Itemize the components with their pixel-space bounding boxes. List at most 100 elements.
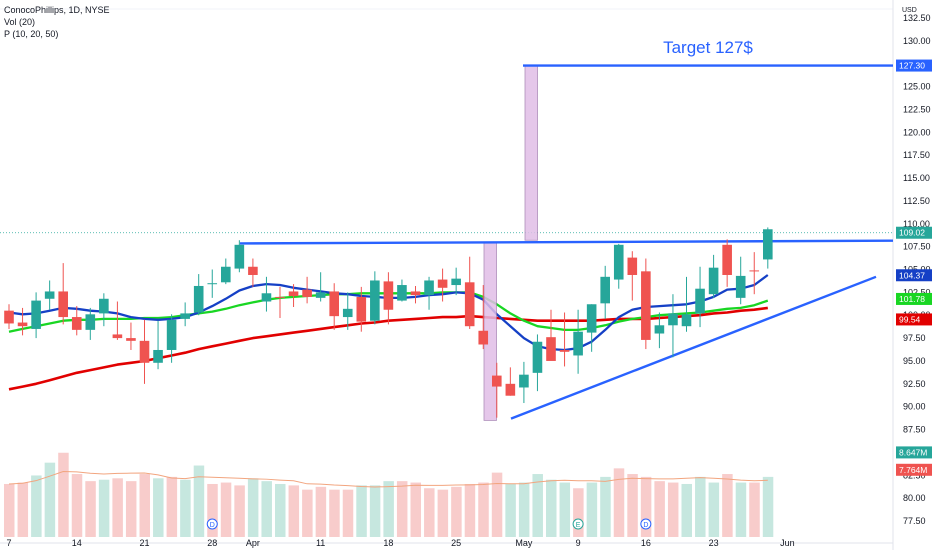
candle-body bbox=[356, 296, 367, 322]
volume-bar bbox=[708, 482, 720, 537]
volume-indicator[interactable]: Vol (20) bbox=[4, 17, 36, 27]
price-badge-text-target: 127.30 bbox=[899, 61, 925, 71]
candle-body bbox=[112, 334, 123, 339]
candle bbox=[126, 322, 136, 350]
candle bbox=[356, 286, 367, 332]
volume-bar bbox=[518, 482, 530, 537]
candle-body bbox=[126, 338, 136, 341]
candle-body bbox=[248, 266, 258, 275]
candle-body bbox=[31, 300, 41, 329]
volume-bar bbox=[153, 478, 164, 537]
candle bbox=[4, 304, 14, 329]
volume-bar bbox=[125, 481, 137, 537]
candle bbox=[654, 312, 665, 349]
time-tick-label: 14 bbox=[72, 538, 82, 548]
candle-body bbox=[519, 374, 529, 388]
volume-bar bbox=[207, 483, 218, 537]
candle bbox=[519, 361, 529, 404]
volume-bar bbox=[329, 489, 340, 537]
volume-bar bbox=[640, 476, 652, 537]
candle bbox=[397, 279, 407, 302]
candle-body bbox=[437, 279, 448, 288]
candle-body bbox=[342, 308, 353, 318]
candle bbox=[600, 265, 610, 319]
candle-body bbox=[708, 267, 719, 295]
ma-indicator[interactable]: P (10, 20, 50) bbox=[4, 29, 59, 39]
price-tick-label: 125.00 bbox=[903, 82, 931, 92]
volume-bar bbox=[4, 483, 15, 537]
price-tick-label: 80.00 bbox=[903, 493, 926, 503]
price-badge-ma10 bbox=[896, 269, 932, 282]
price-tick-label: 130.00 bbox=[903, 36, 931, 46]
price-tick-label: 110.00 bbox=[903, 219, 930, 229]
symbol-title[interactable]: ConocoPhillips, 1D, NYSE bbox=[4, 5, 110, 15]
time-tick-label: 23 bbox=[709, 538, 719, 548]
candle bbox=[681, 276, 692, 332]
candle bbox=[234, 240, 245, 273]
candle-body bbox=[763, 229, 773, 260]
candle-body bbox=[735, 275, 746, 298]
time-axis[interactable]: 7 14 21 28 Apr 11 18 25 May 9 16 23 Jun D E D bbox=[6, 518, 795, 548]
candle bbox=[329, 283, 339, 330]
volume-bar bbox=[600, 476, 611, 537]
volume-bar bbox=[464, 483, 476, 537]
candle-body bbox=[681, 314, 692, 327]
volume-bar bbox=[315, 486, 327, 537]
event-marker-letter: D bbox=[643, 522, 648, 529]
candle-body bbox=[166, 319, 177, 350]
price-tick-label: 132.50 bbox=[903, 13, 931, 23]
time-tick-label: 7 bbox=[6, 538, 11, 548]
volume-bar bbox=[735, 482, 747, 537]
price-badge-ma50 bbox=[896, 313, 932, 326]
price-tick-label: 77.50 bbox=[903, 516, 926, 526]
candle-body bbox=[71, 317, 82, 330]
volume-bar bbox=[437, 489, 449, 537]
candle-body bbox=[478, 330, 489, 345]
candle bbox=[451, 267, 461, 296]
price-badge-text-vol: 8.647M bbox=[899, 447, 927, 457]
candle bbox=[410, 285, 421, 304]
price-tick-label: 92.50 bbox=[903, 379, 926, 389]
price-badge-text-volma: 7.764M bbox=[899, 465, 927, 475]
candle-body bbox=[234, 244, 245, 269]
candle bbox=[749, 252, 760, 295]
candle bbox=[153, 320, 163, 370]
candle bbox=[464, 256, 475, 329]
volume-bar bbox=[180, 479, 191, 537]
candle bbox=[31, 292, 41, 339]
candle-body bbox=[17, 322, 28, 327]
volume-ma-line bbox=[8, 470, 768, 488]
candle-body bbox=[4, 310, 14, 324]
volume-bar bbox=[139, 474, 150, 537]
candle-body bbox=[654, 325, 665, 334]
candle bbox=[735, 256, 746, 305]
volume-bar bbox=[573, 488, 584, 537]
event-marker: D bbox=[206, 518, 218, 530]
volume-bar bbox=[695, 476, 706, 537]
volume-bar bbox=[383, 481, 394, 537]
price-tick-label: 120.00 bbox=[903, 127, 931, 137]
volume-bar bbox=[559, 482, 571, 537]
volume-bar bbox=[613, 468, 625, 537]
volume-bar bbox=[722, 474, 733, 537]
candle bbox=[641, 258, 651, 350]
candle bbox=[573, 309, 583, 374]
candle-body bbox=[383, 281, 394, 310]
candle-body bbox=[370, 280, 380, 321]
candle bbox=[586, 304, 597, 352]
volume-bar bbox=[275, 483, 286, 537]
candle-body bbox=[180, 313, 190, 319]
volume-bar bbox=[532, 474, 543, 537]
candle bbox=[193, 274, 204, 316]
price-badge-text-ma20: 101.78 bbox=[899, 294, 925, 304]
candle-body bbox=[153, 349, 163, 363]
projection-box bbox=[524, 65, 538, 241]
event-marker: D bbox=[640, 518, 652, 530]
legend: ConocoPhillips, 1D, NYSE Vol (20) P (10,… bbox=[4, 4, 110, 40]
volume-bar bbox=[396, 481, 408, 537]
candle bbox=[383, 272, 394, 325]
candle bbox=[668, 294, 678, 358]
price-axis[interactable]: 132.50130.00127.50125.00122.50120.00117.… bbox=[896, 13, 932, 526]
candle bbox=[112, 301, 123, 340]
